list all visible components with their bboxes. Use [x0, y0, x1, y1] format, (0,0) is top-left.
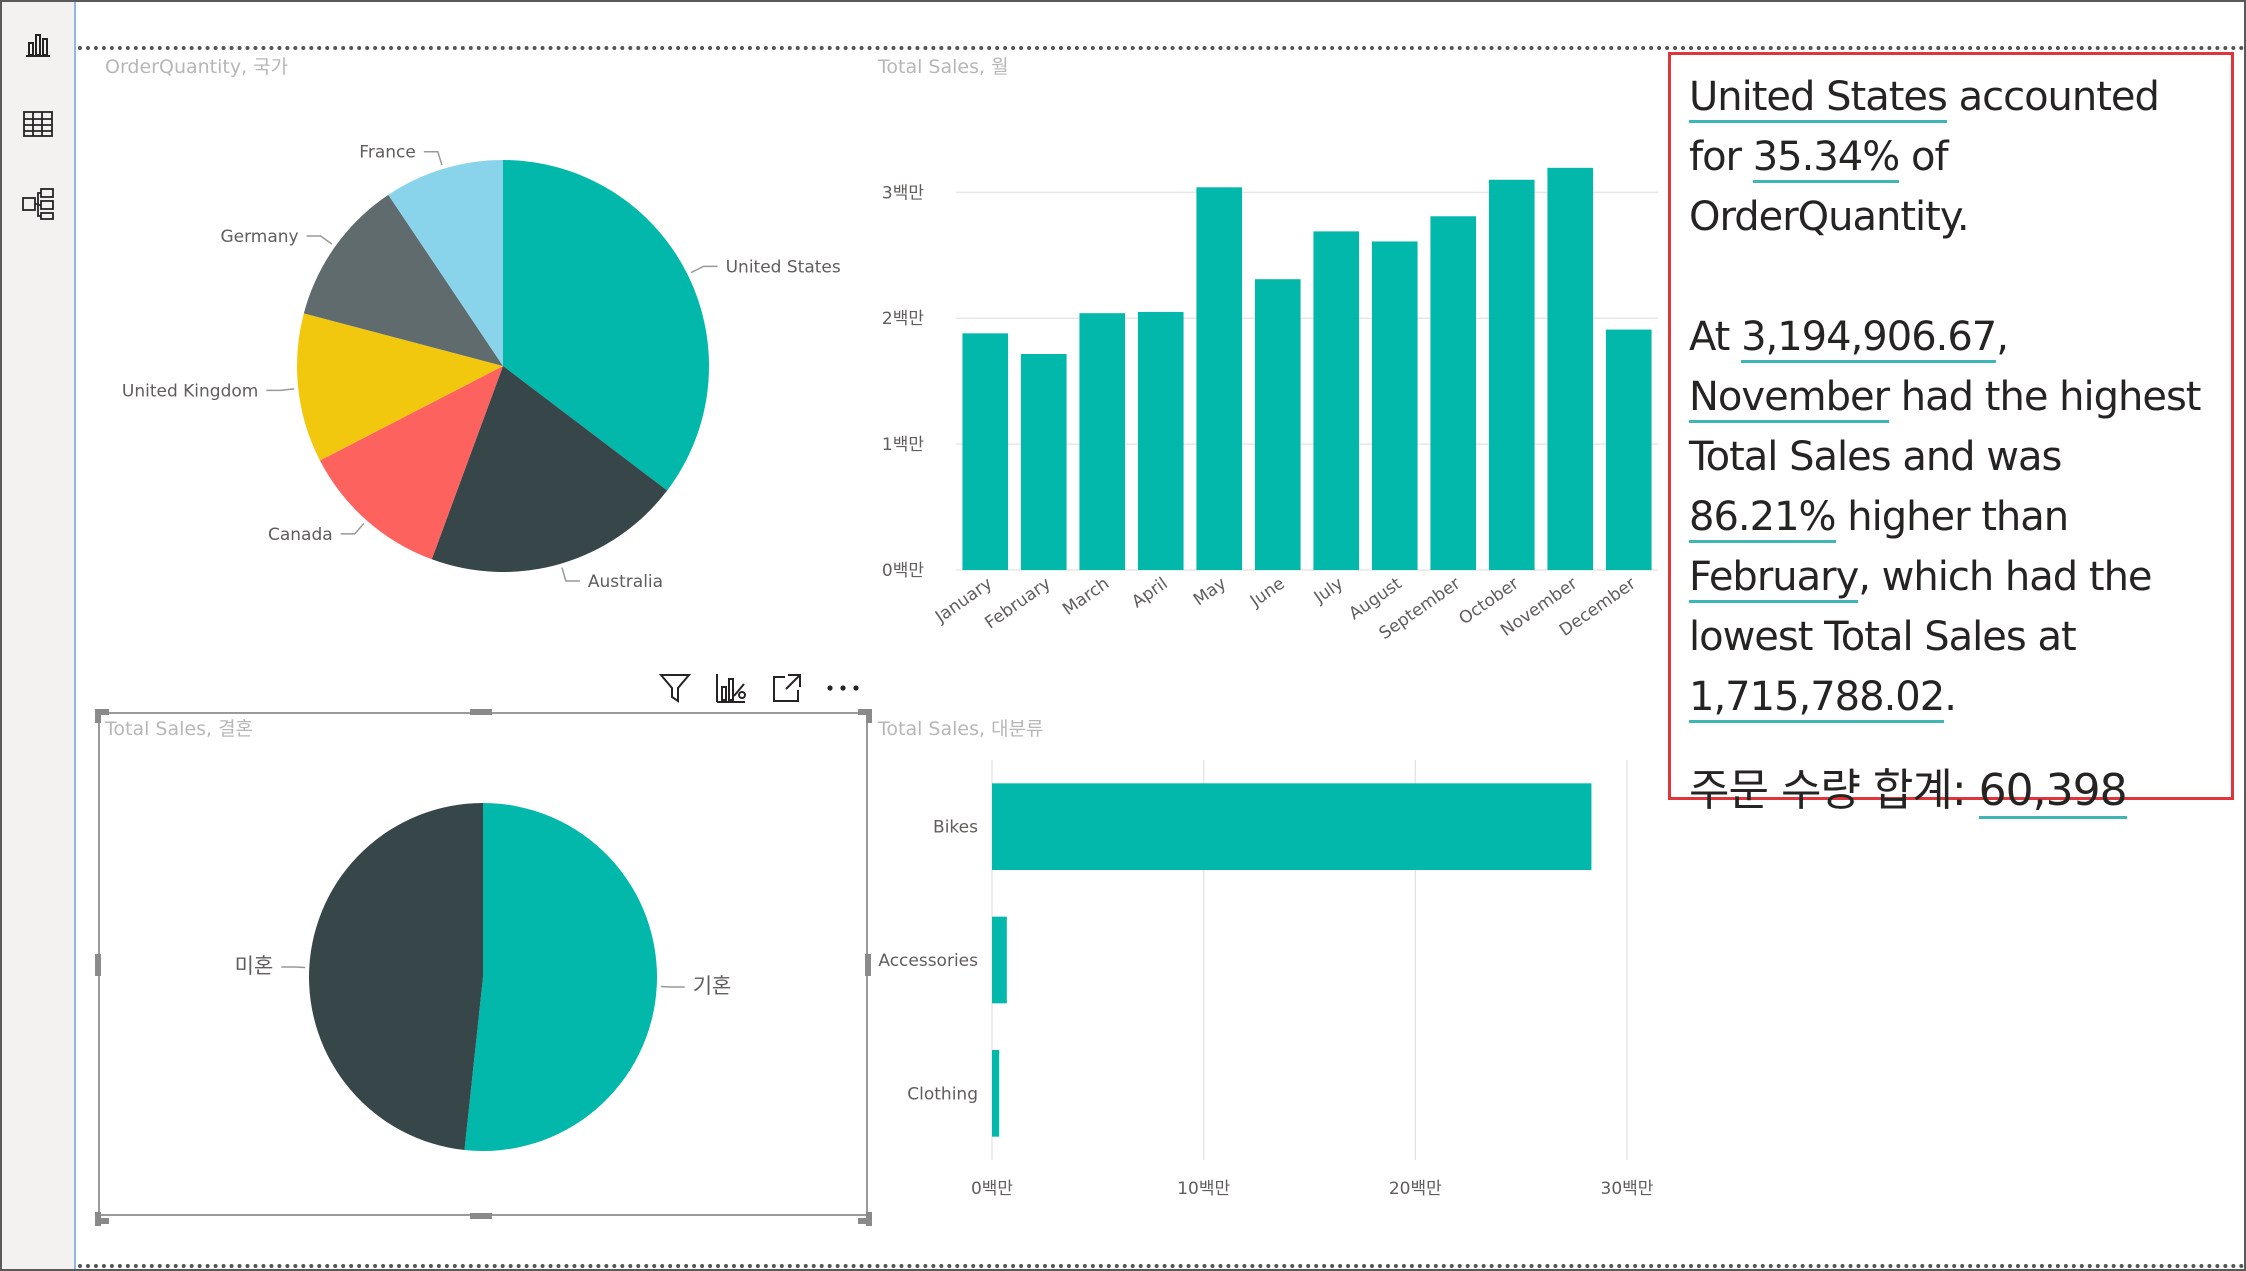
focus-mode-icon[interactable]	[767, 668, 807, 708]
narrative-value: February	[1689, 554, 1859, 603]
narrative-value: 3,194,906.67	[1741, 314, 1997, 363]
resize-handle[interactable]	[95, 709, 109, 715]
filter-icon[interactable]	[655, 668, 695, 708]
resize-handle[interactable]	[866, 709, 872, 723]
page-top-boundary	[78, 46, 2244, 50]
resize-handle[interactable]	[95, 1218, 109, 1224]
narrative-paragraph-1: United States accounted for 35.34% of Or…	[1689, 67, 2213, 247]
resize-handle[interactable]	[95, 954, 101, 976]
narrative-text: .	[1944, 674, 1957, 720]
narrative-value: 60,398	[1978, 765, 2128, 819]
narrative-value: November	[1689, 374, 1890, 423]
resize-handle[interactable]	[470, 1213, 492, 1219]
narrative-value: 1,715,788.02	[1689, 674, 1945, 723]
pie-country-title: OrderQuantity, 국가	[105, 56, 289, 78]
more-options-icon[interactable]	[823, 668, 863, 708]
narrative-label: 주문 수량 합계	[1689, 765, 1953, 816]
narrative-text: of OrderQuantity.	[1689, 134, 1970, 240]
narrative-value: 35.34%	[1752, 134, 1900, 183]
analytics-icon[interactable]	[711, 668, 751, 708]
narrative-value: 86.21%	[1689, 494, 1837, 543]
narrative-text: had the highest Total Sales and was	[1689, 374, 2201, 480]
pie-marital-title: Total Sales, 결혼	[105, 718, 254, 740]
selected-visual-frame[interactable]	[98, 712, 868, 1216]
narrative-paragraph-2: At 3,194,906.67, November had the highes…	[1689, 307, 2213, 727]
narrative-text: accounted for	[1689, 74, 2160, 180]
resize-handle[interactable]	[470, 709, 492, 715]
table-icon[interactable]	[16, 102, 60, 146]
narrative-text: ,	[1996, 314, 2009, 360]
smart-narrative[interactable]: United States accounted for 35.34% of Or…	[1668, 52, 2234, 819]
bar-chart-icon[interactable]	[16, 22, 60, 66]
narrative-text: :	[1951, 765, 1979, 816]
column-month-title: Total Sales, 월	[878, 56, 1009, 78]
resize-handle[interactable]	[858, 709, 872, 715]
narrative-text: , which had the lowest Total Sales at	[1689, 554, 2153, 660]
narrative-value: United States	[1689, 74, 1948, 123]
model-icon[interactable]	[16, 182, 60, 226]
resize-handle[interactable]	[865, 954, 871, 976]
view-rail	[2, 2, 76, 1269]
resize-handle[interactable]	[95, 709, 101, 723]
narrative-text: higher than	[1835, 494, 2069, 540]
resize-handle[interactable]	[858, 1218, 872, 1224]
bar-category-title: Total Sales, 대분류	[878, 718, 1044, 740]
narrative-summary-line: 주문 수량 합계: 60,398	[1689, 759, 2213, 823]
narrative-text: At	[1689, 314, 1742, 360]
page-bottom-boundary	[78, 1264, 2244, 1268]
